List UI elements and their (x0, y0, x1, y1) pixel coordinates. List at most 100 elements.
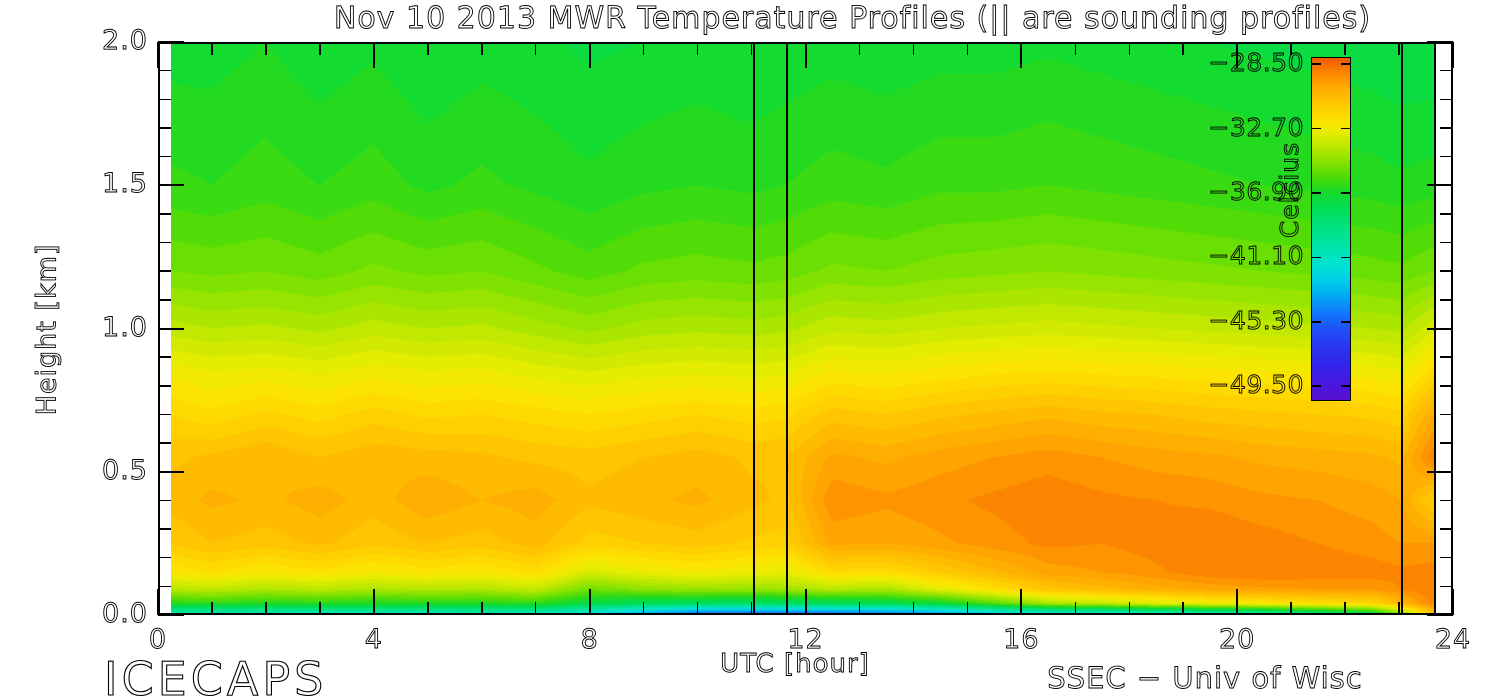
x-axis-tick (1128, 602, 1130, 615)
y-axis-tick-right (1440, 556, 1453, 559)
x-axis-tick (265, 602, 267, 615)
x-axis-tick (481, 602, 483, 615)
x-axis-tick (1020, 589, 1023, 615)
x-axis-tick (642, 602, 645, 615)
y-axis-tick-right (1427, 41, 1453, 43)
y-axis-tick (158, 470, 184, 473)
x-axis-tick-top (1290, 42, 1292, 55)
y-axis-tick (158, 499, 171, 502)
x-axis-tick (1344, 602, 1346, 615)
colorbar-tick (1312, 192, 1321, 194)
icecaps-watermark: ICECAPS (103, 651, 328, 700)
y-axis-tick-right (1440, 299, 1453, 301)
y-axis-tick-right (1427, 327, 1453, 330)
x-axis-tick (157, 589, 159, 615)
y-axis-tick (158, 41, 184, 43)
x-axis-tick-top (1020, 42, 1023, 68)
x-tick-label: 4 (364, 624, 383, 656)
y-axis-tick (158, 213, 171, 215)
colorbar-tick (1312, 256, 1321, 259)
x-axis-tick (319, 602, 321, 615)
y-axis-tick (158, 327, 184, 330)
colorbar-tick (1341, 192, 1350, 194)
x-axis-tick-top (427, 42, 429, 55)
y-axis-tick (158, 442, 171, 444)
y-tick-label: 1.0 (102, 311, 148, 343)
x-axis-tick (1290, 602, 1292, 615)
x-axis-tick (696, 602, 699, 615)
x-axis-tick-top (211, 42, 213, 55)
x-axis-tick-top (157, 42, 159, 68)
y-axis-tick-right (1427, 614, 1453, 616)
x-axis-tick-top (1182, 42, 1184, 55)
colorbar-tick (1341, 127, 1350, 130)
x-axis-tick-top (1344, 42, 1346, 55)
x-axis-tick (1398, 602, 1400, 615)
y-axis-label: Height [km] (31, 243, 63, 416)
x-tick-label: 16 (1003, 624, 1040, 656)
colorbar-canvas (1312, 58, 1350, 400)
y-axis-tick (158, 299, 171, 301)
y-tick-label: 0.5 (102, 454, 148, 486)
colorbar-tick (1341, 385, 1350, 387)
colorbar-tick-label: −32.70 (1208, 112, 1304, 142)
y-tick-label: 2.0 (102, 25, 148, 57)
y-tick-label: 0.0 (102, 598, 148, 630)
x-axis-tick-top (534, 42, 537, 55)
x-axis-tick-top (1398, 42, 1400, 55)
colorbar-tick (1312, 127, 1321, 130)
y-axis-tick (158, 356, 171, 358)
y-axis-tick-right (1440, 413, 1453, 416)
y-axis-tick (158, 556, 171, 559)
colorbar-tick (1341, 63, 1350, 65)
colorbar-tick (1341, 321, 1350, 323)
y-axis-tick (158, 127, 171, 129)
colorbar-tick-label: −45.30 (1208, 305, 1304, 335)
colorbar-tick (1312, 385, 1321, 387)
y-axis-tick-right (1440, 356, 1453, 358)
x-tick-label: 8 (580, 624, 599, 656)
chart-title: Nov 10 2013 MWR Temperature Profiles (||… (333, 1, 1372, 37)
x-axis-tick-top (1074, 42, 1077, 55)
x-axis-tick-top (588, 42, 591, 68)
y-axis-tick (158, 585, 171, 588)
x-axis-tick-top (912, 42, 915, 55)
y-axis-tick-right (1440, 499, 1453, 502)
y-axis-tick (158, 184, 184, 187)
x-axis-tick (588, 589, 591, 615)
colorbar-tick (1341, 256, 1350, 259)
colorbar-tick-label: −28.50 (1208, 48, 1304, 78)
x-axis-tick-top (1128, 42, 1130, 55)
x-tick-label: 20 (1218, 624, 1256, 656)
sounding-profile-line (1400, 42, 1403, 615)
credit-text: SSEC − Univ of Wisc (1047, 661, 1363, 696)
y-axis-tick-right (1440, 385, 1453, 387)
x-axis-tick-top (696, 42, 699, 55)
colorbar-tick-label: −36.90 (1208, 176, 1304, 207)
x-axis-label: UTC [hour] (720, 649, 870, 680)
x-axis-tick-top (858, 42, 861, 55)
y-axis-tick-right (1440, 528, 1453, 530)
sounding-profile-line (753, 42, 756, 615)
x-axis-tick (1074, 602, 1077, 615)
x-axis-tick (804, 589, 807, 615)
x-axis-tick (858, 602, 861, 615)
x-axis-tick (534, 602, 537, 615)
x-tick-label: 0 (148, 624, 168, 656)
x-axis-tick (750, 602, 753, 615)
y-axis-tick (158, 270, 171, 272)
x-axis-tick (912, 602, 915, 615)
x-axis-tick (372, 589, 375, 615)
y-tick-label: 1.5 (102, 168, 148, 200)
y-axis-tick-right (1440, 213, 1453, 215)
x-tick-label: 24 (1434, 624, 1472, 656)
x-axis-tick-top (642, 42, 645, 55)
colorbar-tick-label: −41.10 (1208, 241, 1304, 271)
x-axis-tick-top (319, 42, 321, 55)
colorbar-unit-label: Celcius (1275, 141, 1305, 239)
y-axis-tick (158, 69, 171, 72)
y-axis-tick-right (1440, 585, 1453, 588)
sounding-profile-line (785, 42, 788, 615)
y-axis-tick-right (1440, 98, 1453, 101)
x-axis-tick-top (372, 42, 375, 68)
